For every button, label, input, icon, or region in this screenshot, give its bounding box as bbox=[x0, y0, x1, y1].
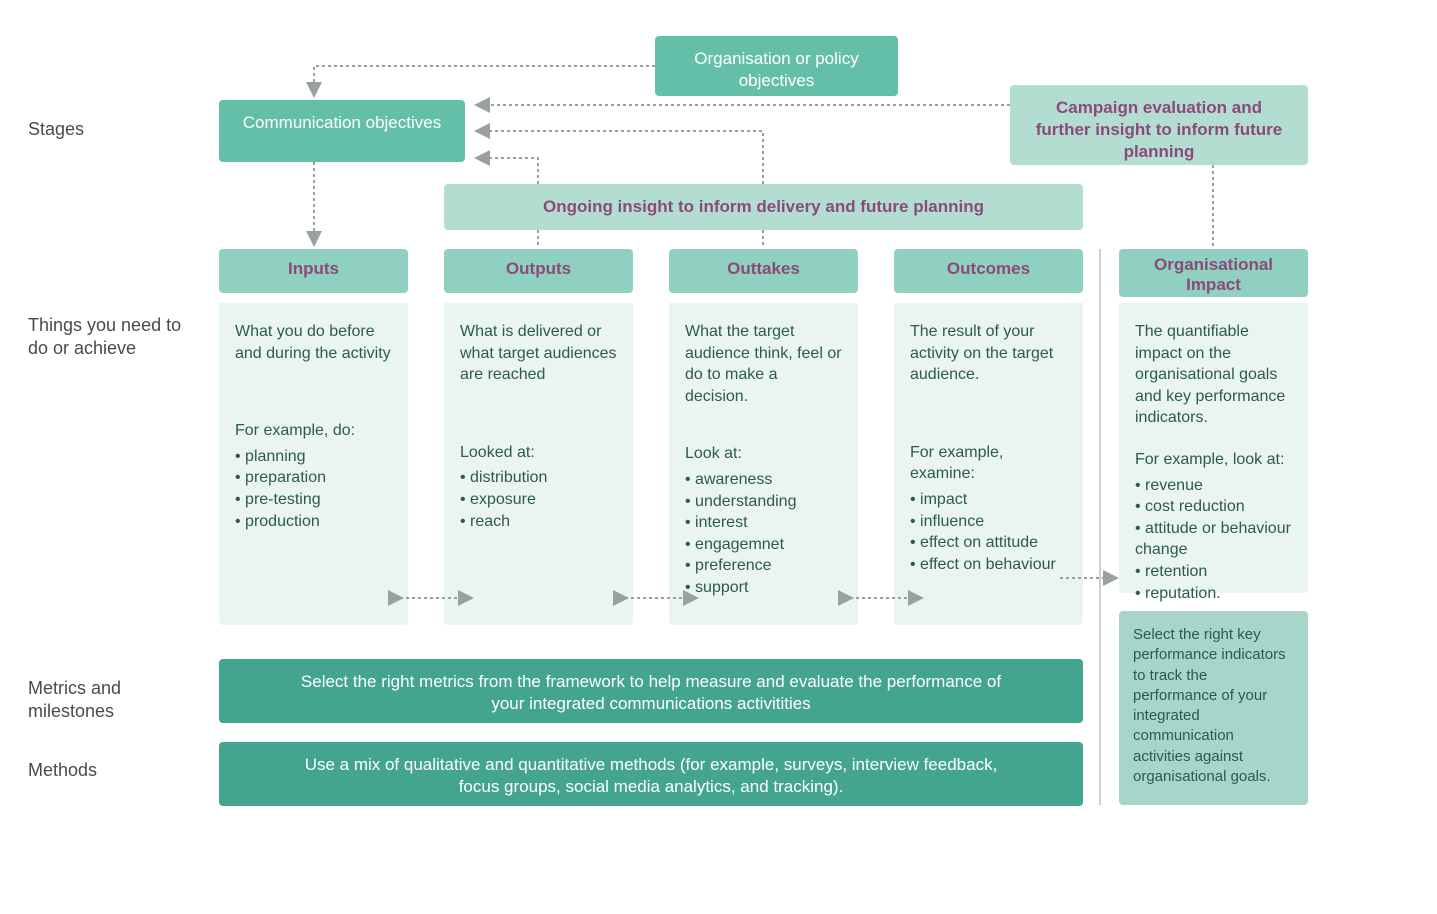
list-item: cost reduction bbox=[1135, 496, 1292, 518]
list-item: production bbox=[235, 511, 392, 533]
col-desc: The quantifiable impact on the organisat… bbox=[1135, 321, 1292, 429]
col-header-inputs: Inputs bbox=[219, 249, 408, 293]
col-desc: What the target audience think, feel or … bbox=[685, 321, 842, 407]
col-list-outtakes: awarenessunderstandinginterestengagemnet… bbox=[685, 469, 842, 599]
col-lead: For example, look at: bbox=[1135, 449, 1292, 471]
row-label-things: Things you need to do or achieve bbox=[28, 314, 188, 361]
kpi-box: Select the right key performance indicat… bbox=[1119, 611, 1308, 805]
diagram-root: Stages Things you need to do or achieve … bbox=[0, 0, 1437, 914]
col-lead: For example, examine: bbox=[910, 442, 1067, 485]
col-body-org-impact: The quantifiable impact on the organisat… bbox=[1119, 303, 1308, 593]
col-desc: What is delivered or what target audienc… bbox=[460, 321, 617, 386]
list-item: exposure bbox=[460, 489, 617, 511]
campaign-eval-box: Campaign evaluation and further insight … bbox=[1010, 85, 1308, 165]
list-item: revenue bbox=[1135, 475, 1292, 497]
col-lead: Look at: bbox=[685, 443, 842, 465]
list-item: distribution bbox=[460, 467, 617, 489]
col-desc: The result of your activity on the targe… bbox=[910, 321, 1067, 386]
list-item: reputation. bbox=[1135, 583, 1292, 605]
list-item: pre-testing bbox=[235, 489, 392, 511]
row-label-stages: Stages bbox=[28, 118, 188, 141]
col-header-org-impact: Organisational Impact bbox=[1119, 249, 1308, 297]
col-body-outtakes: What the target audience think, feel or … bbox=[669, 303, 858, 625]
col-header-outcomes: Outcomes bbox=[894, 249, 1083, 293]
list-item: effect on behaviour bbox=[910, 554, 1067, 576]
row-label-methods: Methods bbox=[28, 759, 188, 782]
col-body-outcomes: The result of your activity on the targe… bbox=[894, 303, 1083, 625]
list-item: influence bbox=[910, 511, 1067, 533]
list-item: engagemnet bbox=[685, 534, 842, 556]
col-header-outtakes: Outtakes bbox=[669, 249, 858, 293]
list-item: preference bbox=[685, 555, 842, 577]
col-desc: What you do before and during the activi… bbox=[235, 321, 392, 364]
org-objectives-box: Organisation or policy objectives bbox=[655, 36, 898, 96]
comm-objectives-box: Communication objectives bbox=[219, 100, 465, 162]
list-item: effect on attitude bbox=[910, 532, 1067, 554]
methods-box: Use a mix of qualitative and quantitativ… bbox=[219, 742, 1083, 806]
list-item: awareness bbox=[685, 469, 842, 491]
metrics-box: Select the right metrics from the framew… bbox=[219, 659, 1083, 723]
list-item: understanding bbox=[685, 491, 842, 513]
list-item: attitude or behaviour change bbox=[1135, 518, 1292, 561]
col-header-outputs: Outputs bbox=[444, 249, 633, 293]
list-item: impact bbox=[910, 489, 1067, 511]
list-item: preparation bbox=[235, 467, 392, 489]
col-list-outputs: distributionexposurereach bbox=[460, 467, 617, 532]
list-item: interest bbox=[685, 512, 842, 534]
ongoing-insight-box: Ongoing insight to inform delivery and f… bbox=[444, 184, 1083, 230]
list-item: support bbox=[685, 577, 842, 599]
col-lead: Looked at: bbox=[460, 442, 617, 464]
list-item: reach bbox=[460, 511, 617, 533]
list-item: retention bbox=[1135, 561, 1292, 583]
col-list-inputs: planningpreparationpre-testingproduction bbox=[235, 446, 392, 532]
col-list-outcomes: impactinfluenceeffect on attitudeeffect … bbox=[910, 489, 1067, 575]
col-lead: For example, do: bbox=[235, 420, 392, 442]
row-label-metrics: Metrics and milestones bbox=[28, 677, 188, 724]
list-item: planning bbox=[235, 446, 392, 468]
col-body-inputs: What you do before and during the activi… bbox=[219, 303, 408, 625]
col-body-outputs: What is delivered or what target audienc… bbox=[444, 303, 633, 625]
col-list-org-impact: revenuecost reductionattitude or behavio… bbox=[1135, 475, 1292, 605]
